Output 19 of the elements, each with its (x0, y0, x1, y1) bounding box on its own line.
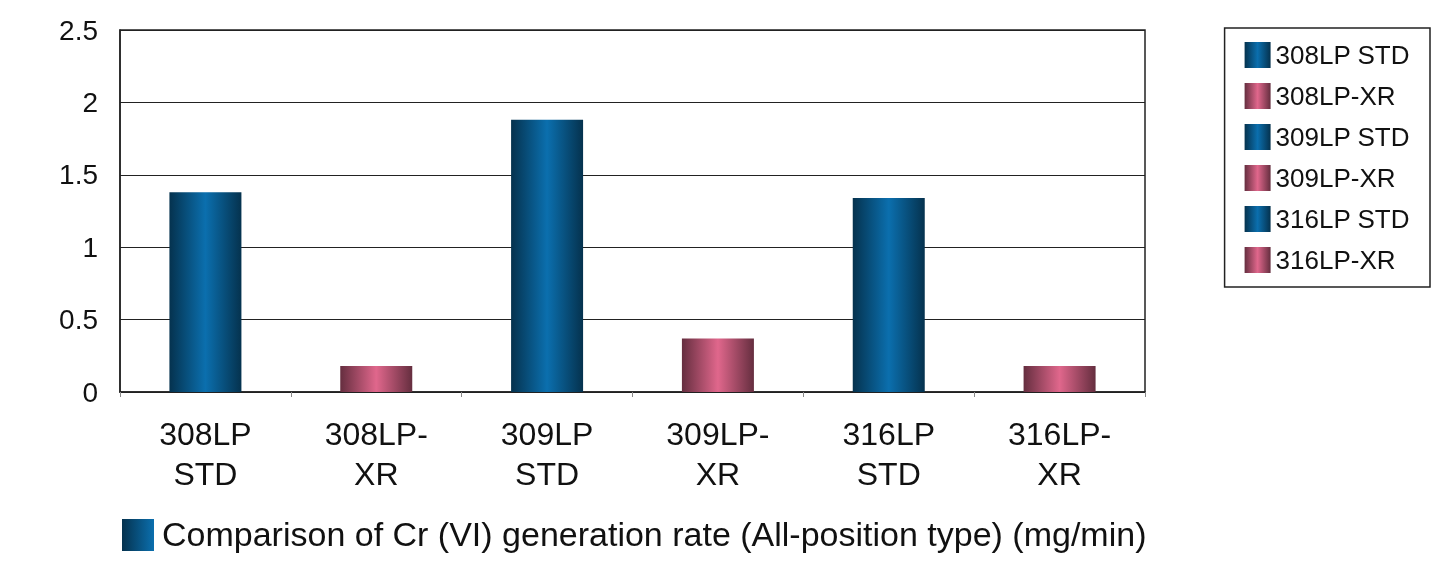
legend-label: 308LP-XR (1275, 81, 1396, 111)
y-tick-label: 2.5 (59, 14, 98, 46)
x-tick-label: 308LP-XR (324, 416, 428, 492)
y-tick-label: 2 (82, 86, 98, 118)
x-tick-label: 309LP-XR (666, 416, 770, 492)
legend-label: 309LP STD (1275, 122, 1410, 152)
x-axis-title: Comparison of Cr (VI) generation rate (All-position type) (mg/min) (162, 515, 1147, 554)
y-tick-label: 0 (82, 376, 98, 408)
y-tick-label: 0.5 (59, 304, 98, 336)
x-tick-label: 316LP STD (842, 416, 936, 492)
x-tick-label: 309LP STD (500, 416, 594, 492)
y-tick-label: 1.5 (59, 159, 98, 191)
x-tick-label: 316LP-XR (1007, 416, 1112, 492)
y-tick-label: 1 (82, 231, 98, 263)
x-tick-label: 308LP STD (159, 416, 252, 492)
legend-label: 316LP-XR (1275, 245, 1396, 275)
legend-label: 316LP STD (1275, 204, 1410, 234)
legend-label: 309LP-XR (1275, 163, 1396, 193)
legend-label: 308LP STD (1275, 40, 1410, 70)
